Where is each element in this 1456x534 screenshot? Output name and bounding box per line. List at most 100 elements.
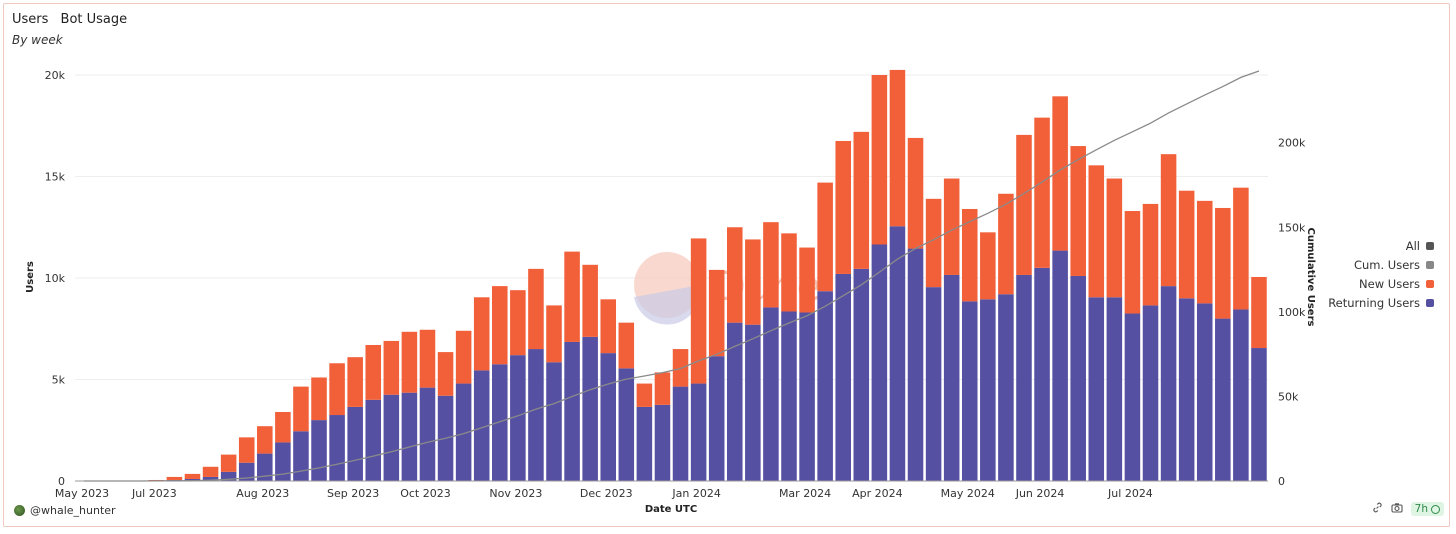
cumulative-users-line — [84, 70, 1260, 482]
bar-returning-users — [564, 341, 580, 481]
bar-returning-users — [1106, 297, 1123, 481]
bar-new-users — [853, 131, 870, 269]
bar-returning-users — [925, 287, 942, 481]
bar-new-users — [998, 193, 1014, 295]
bar-returning-users — [1178, 298, 1195, 481]
bar-returning-users — [510, 355, 526, 481]
x-tick-label: Aug 2023 — [236, 487, 289, 500]
bar-new-users — [582, 264, 598, 337]
bar-returning-users — [600, 353, 617, 481]
legend-swatch — [1426, 260, 1434, 269]
bar-new-users — [618, 322, 635, 369]
bar-new-users — [293, 386, 309, 432]
bar-returning-users — [1215, 318, 1231, 481]
y2-tick-label: 50k — [1278, 390, 1299, 403]
bar-returning-users — [311, 420, 327, 481]
x-tick-label: Jun 2024 — [1015, 487, 1065, 500]
bar-new-users — [889, 69, 906, 227]
bar-returning-users — [401, 392, 418, 481]
x-tick-label: Sep 2023 — [327, 487, 379, 500]
bar-returning-users — [835, 273, 851, 481]
x-tick-label: Apr 2024 — [852, 487, 903, 500]
camera-icon[interactable] — [1391, 502, 1403, 516]
bar-new-users — [1215, 207, 1231, 319]
y2-tick-label: 150k — [1278, 221, 1306, 234]
bar-returning-users — [202, 476, 219, 481]
x-axis-title: Date UTC — [645, 504, 697, 515]
legend-item-cum-users[interactable]: Cum. Users — [1328, 255, 1434, 274]
bar-returning-users — [1251, 348, 1267, 481]
y2-axis-title: Cumulative Users — [1305, 228, 1316, 327]
bar-new-users — [184, 473, 201, 479]
bar-new-users — [871, 75, 888, 245]
legend-label: Cum. Users — [1353, 257, 1420, 272]
legend-swatch — [1426, 241, 1434, 250]
legend-item-new-users[interactable]: New Users — [1328, 274, 1434, 293]
watermark-logo-shade — [634, 285, 701, 325]
bar-new-users — [763, 222, 779, 308]
y2-tick-label: 100k — [1278, 306, 1306, 319]
bar-new-users — [799, 247, 815, 313]
bar-new-users — [654, 372, 671, 405]
bar-new-users — [1052, 96, 1068, 251]
bar-new-users — [311, 377, 327, 421]
y-tick-label: 20k — [45, 69, 66, 82]
bar-returning-users — [998, 294, 1014, 481]
bar-new-users — [419, 329, 436, 388]
bar-returning-users — [672, 386, 689, 481]
bar-new-users — [600, 299, 617, 354]
bar-new-users — [510, 290, 526, 356]
y-tick-label: 0 — [58, 475, 65, 488]
legend-item-returning-users[interactable]: Returning Users — [1328, 293, 1434, 312]
bar-returning-users — [1196, 303, 1213, 481]
bar-new-users — [1142, 203, 1159, 306]
bar-new-users — [690, 238, 707, 384]
y-axis-title: Users — [25, 261, 36, 293]
chart-subtitle: By week — [12, 33, 63, 47]
bar-returning-users — [763, 307, 779, 481]
bar-returning-users — [293, 431, 309, 481]
bar-returning-users — [329, 415, 345, 481]
tab-bot-usage[interactable]: Bot Usage — [60, 12, 128, 27]
tab-users[interactable]: Users — [12, 12, 49, 27]
bar-returning-users — [799, 312, 815, 481]
bar-new-users — [1106, 178, 1123, 298]
legend-item-all[interactable]: All — [1328, 236, 1434, 255]
bar-new-users — [726, 227, 743, 323]
bar-new-users — [329, 363, 345, 416]
bar-new-users — [781, 233, 797, 312]
bar-returning-users — [980, 299, 996, 481]
bar-new-users — [1070, 146, 1086, 276]
bar-new-users — [1178, 190, 1195, 299]
bar-new-users — [564, 251, 580, 342]
footer-toolbar: 7h — [1372, 502, 1444, 516]
y2-tick-label: 200k — [1278, 137, 1306, 150]
bar-returning-users — [943, 274, 960, 481]
bar-returning-users — [1142, 305, 1159, 481]
bar-new-users — [257, 426, 273, 454]
bar-returning-users — [1052, 250, 1068, 481]
x-tick-label: May 2023 — [55, 487, 109, 500]
author-tag[interactable]: @whale_hunter — [14, 504, 116, 517]
bar-new-users — [907, 137, 924, 249]
bar-returning-users — [781, 311, 797, 481]
bar-returning-users — [220, 471, 237, 481]
link-icon[interactable] — [1372, 502, 1383, 516]
bar-new-users — [745, 239, 761, 325]
bar-returning-users — [365, 399, 382, 481]
bar-new-users — [202, 466, 219, 477]
x-tick-label: Jul 2024 — [1107, 487, 1153, 500]
x-tick-label: Mar 2024 — [779, 487, 831, 500]
legend-label: Returning Users — [1328, 295, 1420, 310]
bar-new-users — [835, 140, 851, 274]
chart-legend: All Cum. Users New Users Returning Users — [1328, 236, 1434, 312]
bar-new-users — [528, 268, 544, 350]
check-icon — [1431, 504, 1440, 514]
bar-new-users — [1196, 200, 1213, 304]
bar-returning-users — [238, 462, 255, 481]
bar-new-users — [365, 344, 382, 400]
x-tick-label: Jul 2023 — [131, 487, 177, 500]
bar-returning-users — [528, 349, 544, 481]
bar-returning-users — [907, 248, 924, 481]
bar-new-users — [925, 198, 942, 288]
